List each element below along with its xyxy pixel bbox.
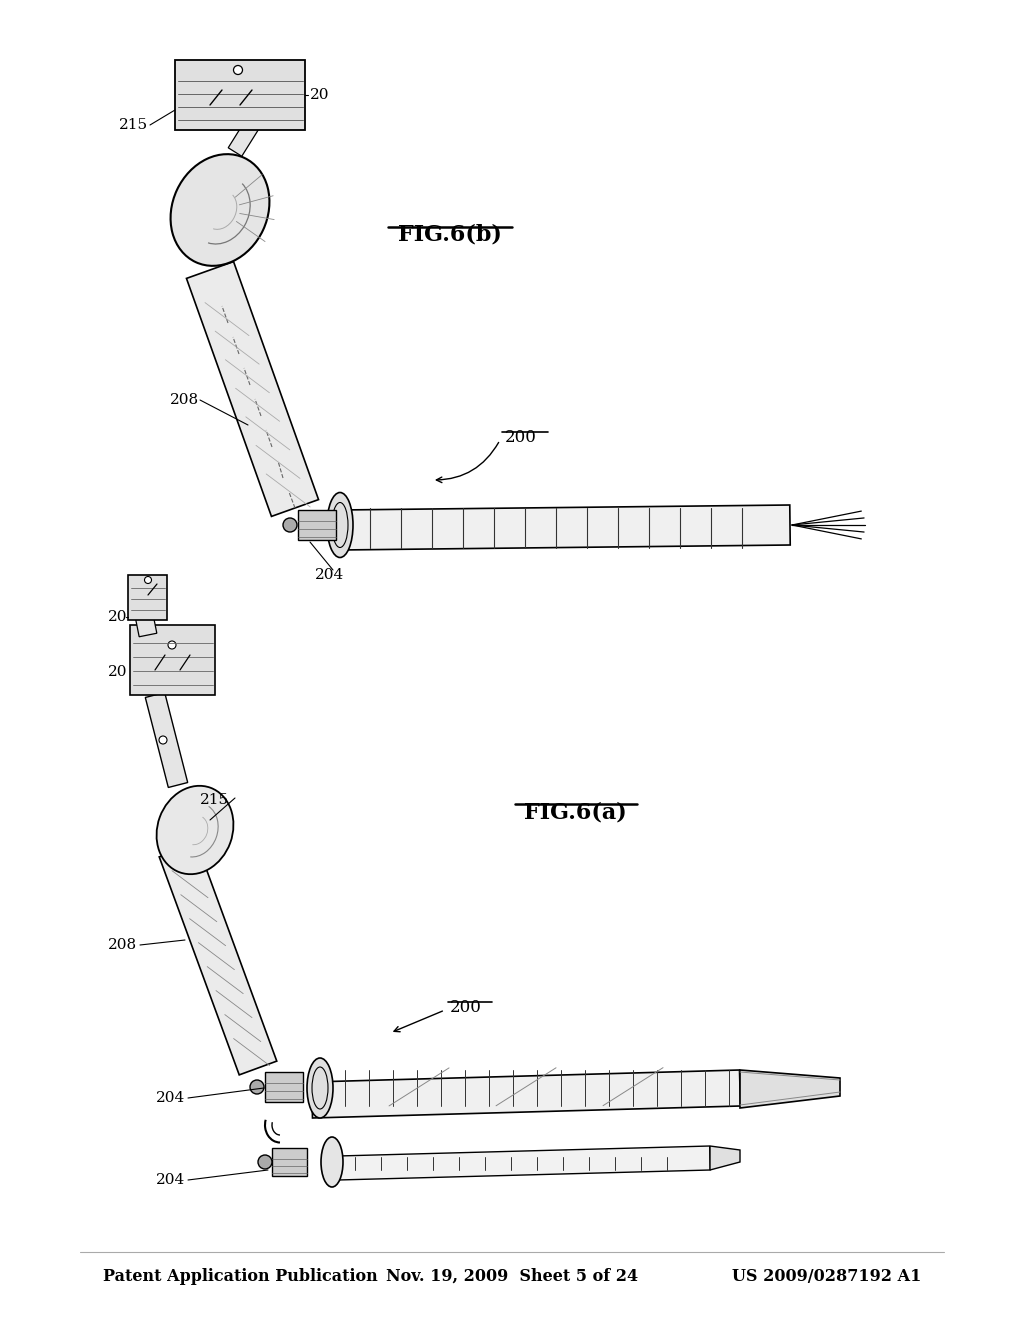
Text: 208: 208 [170,393,199,407]
Text: 208: 208 [108,939,137,952]
Bar [298,510,336,540]
Text: FIG.6(a): FIG.6(a) [523,801,627,822]
Ellipse shape [159,737,167,744]
Text: 204: 204 [156,1092,185,1105]
Text: Nov. 19, 2009  Sheet 5 of 24: Nov. 19, 2009 Sheet 5 of 24 [386,1269,638,1284]
Polygon shape [186,261,318,516]
Ellipse shape [168,642,176,649]
Polygon shape [710,1146,740,1170]
Text: 215: 215 [200,793,229,807]
Ellipse shape [171,154,269,265]
Ellipse shape [144,577,152,583]
Polygon shape [228,116,262,156]
Polygon shape [159,843,276,1074]
Polygon shape [128,576,167,620]
Text: 200: 200 [505,429,537,446]
Text: 20: 20 [108,610,128,624]
Bar [272,1148,307,1176]
Text: 204: 204 [315,568,344,582]
Text: FIG.6(b): FIG.6(b) [398,224,502,246]
Polygon shape [130,624,215,696]
Polygon shape [145,693,187,788]
Polygon shape [175,59,305,129]
Ellipse shape [233,66,243,74]
Text: 204: 204 [156,1173,185,1187]
Text: 20: 20 [108,665,128,678]
Ellipse shape [283,517,297,532]
Ellipse shape [307,1059,333,1118]
Ellipse shape [321,1137,343,1187]
Ellipse shape [327,492,353,557]
Polygon shape [134,609,157,636]
Text: 200: 200 [450,999,482,1016]
Polygon shape [338,1146,711,1180]
Polygon shape [311,1071,740,1118]
Text: 20: 20 [310,88,330,102]
Ellipse shape [250,1080,264,1094]
Text: US 2009/0287192 A1: US 2009/0287192 A1 [731,1269,921,1284]
Polygon shape [740,1071,840,1107]
Bar [265,1072,303,1102]
Text: 215: 215 [119,117,148,132]
Ellipse shape [258,1155,272,1170]
Polygon shape [340,506,791,550]
Ellipse shape [157,785,233,874]
Text: Patent Application Publication: Patent Application Publication [103,1269,378,1284]
